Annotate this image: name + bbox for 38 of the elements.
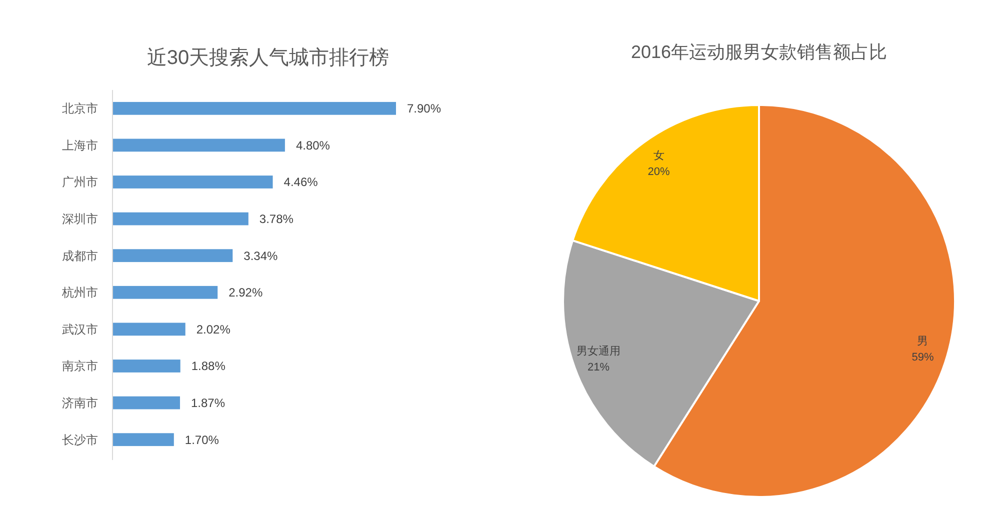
bar — [113, 102, 396, 115]
y-tick-label: 广州市 — [62, 175, 98, 190]
bar — [113, 212, 248, 226]
slice-label: 男 — [917, 335, 928, 348]
data-label: 2.02% — [196, 322, 231, 336]
bar — [113, 322, 186, 336]
data-label: 4.80% — [296, 138, 330, 152]
data-label: 1.70% — [184, 432, 220, 447]
data-label: 3.78% — [259, 212, 294, 226]
bar — [113, 433, 174, 446]
bar — [113, 286, 218, 299]
y-tick-label: 济南市 — [62, 396, 98, 410]
data-label: 3.34% — [244, 248, 278, 263]
data-label: 1.87% — [190, 396, 226, 410]
y-tick-label: 武汉市 — [62, 322, 98, 336]
data-label: 59% — [912, 351, 934, 364]
y-tick-label: 南京市 — [62, 359, 98, 374]
chart-title: 2016年运动服男女款销售额占比 — [630, 42, 888, 62]
bar — [113, 396, 180, 410]
y-tick-label: 深圳市 — [62, 212, 98, 226]
slice-label: 女 — [653, 150, 664, 162]
slice-label: 男女通用 — [576, 344, 621, 358]
data-label: 2.92% — [228, 286, 263, 300]
y-tick-label: 上海市 — [62, 138, 98, 152]
y-tick-label: 成都市 — [62, 248, 98, 263]
data-label: 4.46% — [284, 175, 318, 190]
bar — [113, 360, 180, 372]
bar — [113, 249, 233, 262]
chart-title: 近30天搜索人气城市排行榜 — [146, 47, 390, 69]
y-tick-label: 北京市 — [62, 102, 98, 116]
y-tick-label: 长沙市 — [62, 432, 98, 447]
bar — [113, 138, 285, 152]
data-label: 21% — [588, 362, 610, 374]
y-tick-label: 杭州市 — [61, 286, 98, 300]
data-label: 20% — [648, 166, 670, 178]
bar — [113, 176, 273, 188]
data-label: 7.90% — [407, 102, 442, 116]
data-label: 1.88% — [191, 359, 226, 374]
